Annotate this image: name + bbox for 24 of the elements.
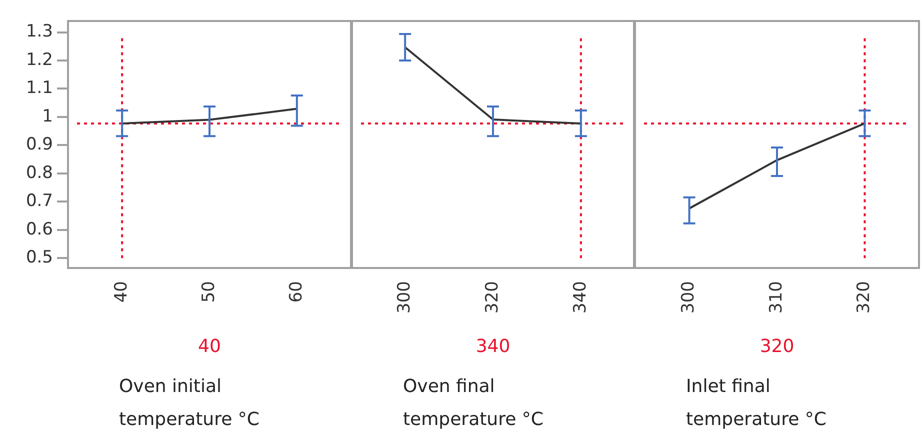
- x-tick-label: 50: [198, 281, 219, 303]
- x-tick-label: 300: [678, 281, 699, 314]
- y-tick-label: 0.7: [26, 191, 53, 212]
- x-tick-label: 320: [482, 281, 502, 314]
- x-axis-title: Oven initial temperature °C: [119, 375, 260, 432]
- x-tick-label: 300: [394, 281, 414, 314]
- y-tick-label: 1.1: [26, 78, 53, 98]
- x-tick-label: 40: [112, 281, 132, 303]
- y-tick-label: 0.8: [26, 162, 53, 183]
- y-tick-label: 1.3: [26, 22, 53, 42]
- ref-line-label: 40: [197, 336, 222, 357]
- ref-line-label: 320: [758, 336, 796, 357]
- x-tick-label: 320: [854, 281, 874, 314]
- y-tick-label: 1.2: [26, 50, 53, 70]
- y-tick-label: 0.5: [26, 248, 53, 268]
- y-tick-label: 1: [42, 106, 53, 126]
- ref-line-label: 340: [474, 336, 512, 357]
- y-tick-label: 0.9: [26, 134, 53, 155]
- x-tick-label: 310: [766, 281, 786, 314]
- x-axis-title: Oven final temperature °C: [403, 375, 544, 432]
- x-tick-label: 60: [286, 281, 306, 303]
- x-tick-label: 340: [570, 281, 590, 314]
- x-axis-title: Inlet final temperature °C: [686, 375, 828, 432]
- y-tick-label: 0.6: [26, 219, 53, 240]
